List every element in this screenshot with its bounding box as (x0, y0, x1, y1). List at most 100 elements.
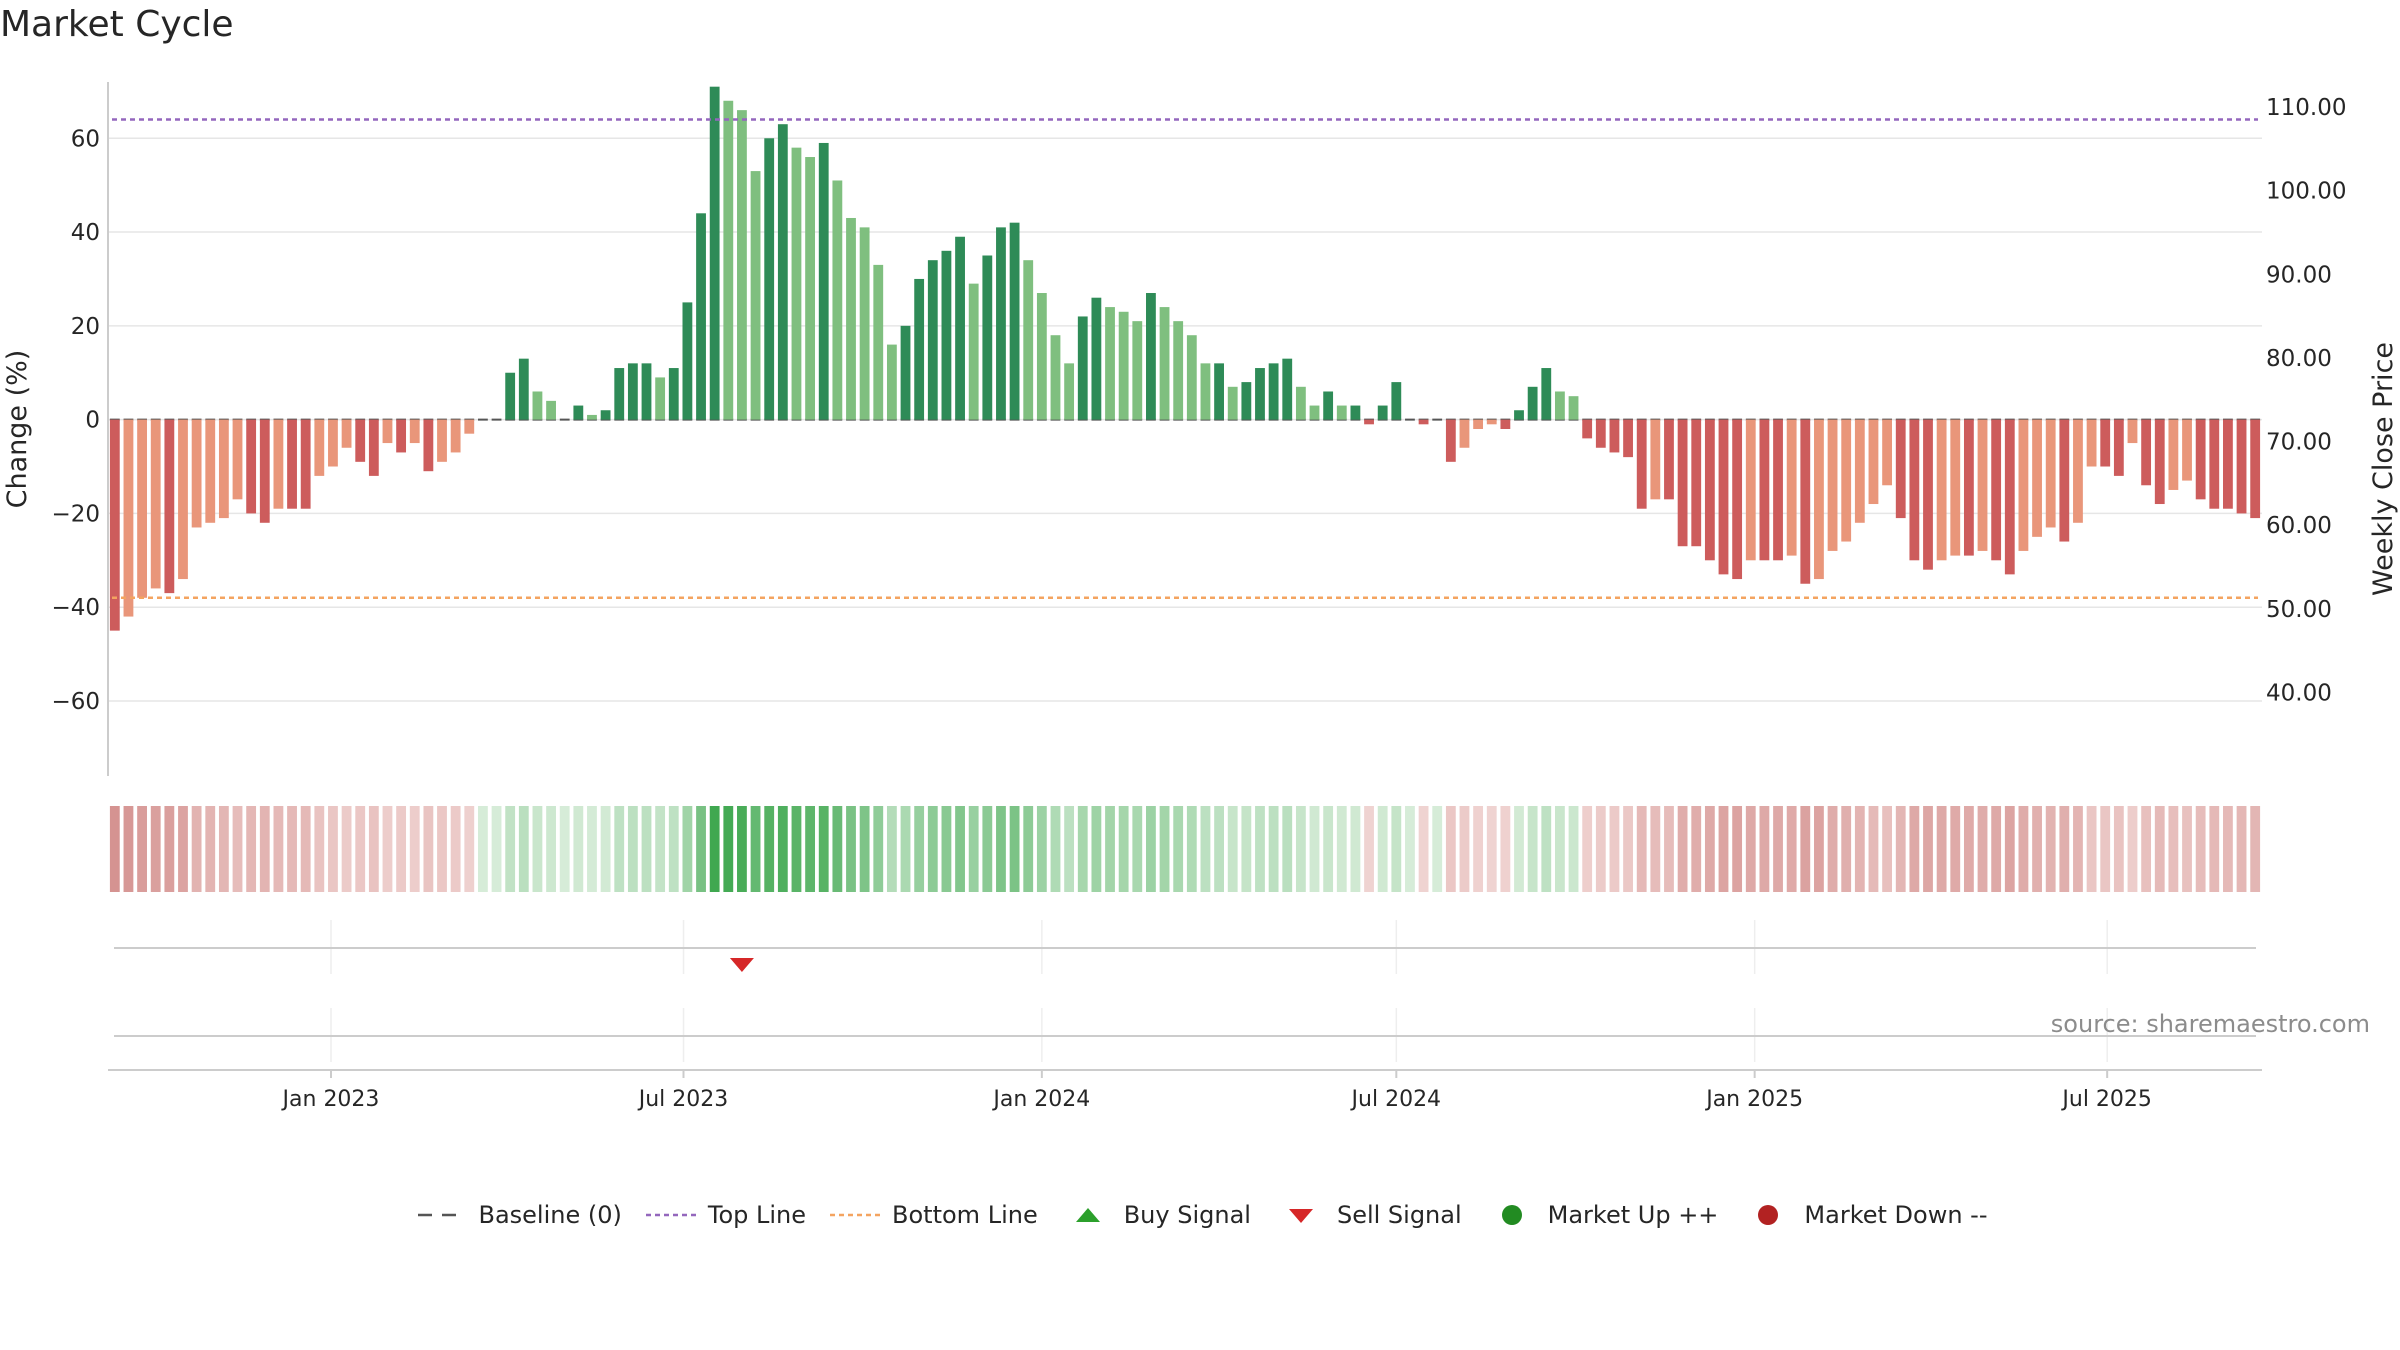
heat-cell (546, 806, 556, 892)
bar (314, 419, 325, 476)
heat-cell (1036, 806, 1047, 892)
bar (1036, 293, 1047, 420)
heat-cell (1336, 806, 1347, 892)
heat-cell (1786, 806, 1797, 892)
legend-swatch-down (1758, 1205, 1779, 1225)
heat-cell (914, 806, 925, 892)
heat-cell (2045, 806, 2056, 892)
heat-strip (109, 806, 2261, 892)
bar (2059, 419, 2070, 542)
heat-cell (1936, 806, 1947, 892)
heat-cell (2195, 806, 2206, 892)
heat-cell (2127, 806, 2138, 892)
bar (682, 302, 693, 420)
heat-cell (1991, 806, 2002, 892)
heat-cell (246, 806, 257, 892)
legend-item-sell: Sell Signal (1271, 1200, 1462, 1230)
bar (1582, 419, 1593, 439)
heat-cell (1118, 806, 1129, 892)
bar (1854, 419, 1865, 523)
bar (1963, 419, 1974, 556)
heat-cell (1214, 806, 1224, 892)
heat-cell (1527, 806, 1538, 892)
bar (191, 419, 202, 528)
heat-cell (791, 806, 802, 892)
bar (1200, 363, 1211, 420)
y-right-tick-label: 90.00 (2266, 262, 2332, 288)
heat-cell (1582, 806, 1593, 892)
heat-cell (409, 806, 420, 892)
bar (1568, 396, 1579, 420)
y-tick-label: −40 (51, 595, 100, 621)
bar (1255, 368, 1265, 420)
bar (1309, 405, 1320, 420)
heat-cell (1050, 806, 1061, 892)
bar (2209, 419, 2220, 509)
axes: −60 −40 −20 0 20 40 60 40.00 50.00 60.00 70.00 80.0… (2, 82, 2399, 776)
y-right-tick-label: 80.00 (2266, 346, 2332, 372)
bar (1800, 419, 1811, 584)
heat-cell (1173, 806, 1184, 892)
bar (246, 419, 257, 514)
x-tick-label: Jan 2023 (281, 1087, 380, 1112)
heat-cell (955, 806, 965, 892)
legend-label: Sell Signal (1336, 1201, 1462, 1229)
heat-cell (859, 806, 870, 892)
bar (1500, 419, 1511, 429)
bar (996, 227, 1006, 420)
heat-cell (573, 806, 584, 892)
heat-cell (1923, 806, 1933, 892)
heat-cell (723, 806, 734, 892)
bar (1418, 419, 1429, 425)
y-right-tick-label: 60.00 (2266, 513, 2332, 539)
bar (1214, 363, 1224, 420)
bar (723, 100, 734, 420)
heat-cell (1827, 806, 1838, 892)
bar (955, 236, 965, 420)
bar (1132, 321, 1143, 420)
heat-cell (491, 806, 502, 892)
legend: Baseline (0) Top Line Bottom Line Buy Signa… (0, 1200, 2400, 1236)
heat-cell (1882, 806, 1893, 892)
heat-cell (968, 806, 979, 892)
heat-cell (1323, 806, 1334, 892)
bar (1841, 419, 1852, 542)
sell-signal-marker (729, 958, 754, 972)
heat-cell (2154, 806, 2165, 892)
heat-cell (655, 806, 666, 892)
heat-cell (109, 806, 120, 892)
bar (668, 368, 679, 420)
bar (2045, 419, 2056, 528)
heat-cell (1759, 806, 1770, 892)
heat-cell (1445, 806, 1456, 892)
heat-cell (614, 806, 625, 892)
heat-cell (1595, 806, 1606, 892)
legend-swatch-sell (1288, 1209, 1313, 1223)
bar (2018, 419, 2029, 551)
heat-cell (2223, 806, 2233, 892)
bar (1527, 386, 1538, 420)
bar (396, 419, 407, 453)
heat-cell (164, 806, 175, 892)
heat-cell (2182, 806, 2192, 892)
heat-cell (1009, 806, 1020, 892)
legend-item-up: Market Up ++ (1482, 1200, 1718, 1230)
heat-cell (1295, 806, 1306, 892)
heat-cell (1732, 806, 1743, 892)
heat-cell (1868, 806, 1879, 892)
bar (791, 147, 802, 420)
bar (600, 410, 611, 420)
bar (1391, 382, 1402, 420)
heat-cell (396, 806, 407, 892)
heat-cell (273, 806, 284, 892)
legend-item-bottom: Bottom Line (826, 1200, 1038, 1230)
bar (1827, 419, 1838, 551)
y-tick-label: 0 (85, 408, 100, 434)
heat-cell (696, 806, 706, 892)
bar (1473, 419, 1484, 429)
heat-cell (996, 806, 1006, 892)
bar (1977, 419, 1988, 551)
heat-cell (1636, 806, 1647, 892)
bar (1227, 386, 1238, 420)
y-right-tick-label: 100.00 (2266, 179, 2346, 205)
